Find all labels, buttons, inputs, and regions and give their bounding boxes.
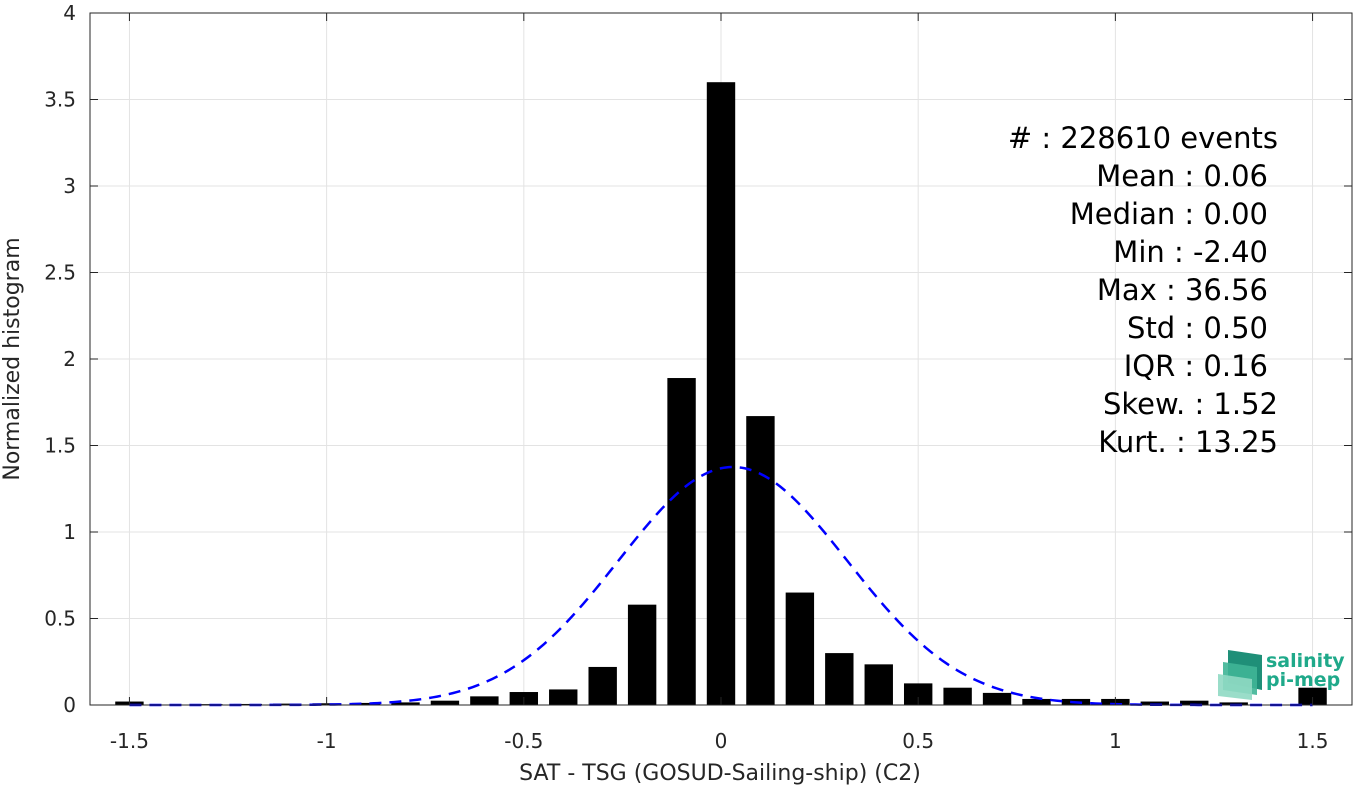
y-tick-label: 0.5: [44, 607, 76, 631]
histogram-bar: [627, 604, 657, 705]
y-tick-label: 2.5: [44, 261, 76, 285]
histogram-bar: [233, 703, 262, 705]
histogram-bar: [943, 687, 972, 705]
y-tick-label: 4: [63, 1, 76, 25]
y-axis-ticks: 0 0.5 1 1.5 2 2.5 3 3.5 4: [44, 1, 1352, 717]
stat-kurt: Kurt. : 13.25: [1098, 425, 1278, 459]
y-tick-label: 1: [63, 520, 76, 544]
salinity-pimep-logo: salinity pi-mep: [1218, 650, 1345, 700]
stat-mean: Mean : 0.06: [1096, 159, 1268, 193]
stat-events: # : 228610 events: [1008, 121, 1278, 155]
histogram-bar: [1298, 687, 1327, 705]
histogram-bar: [391, 702, 420, 705]
histogram-bar: [667, 378, 696, 705]
x-tick-label: -1.5: [110, 729, 149, 753]
histogram-bar: [549, 689, 578, 705]
y-tick-label: 2: [63, 347, 76, 371]
wave-icon: [1218, 650, 1262, 700]
histogram-bar: [272, 703, 302, 705]
x-tick-label: -0.5: [504, 729, 543, 753]
histogram-bar: [1219, 702, 1248, 705]
histogram-bar: [430, 700, 460, 705]
x-tick-label: 1: [1109, 729, 1122, 753]
stats-box: # : 228610 events Mean : 0.06 Median : 0…: [1008, 121, 1278, 459]
stat-min: Min : -2.40: [1113, 235, 1268, 269]
histogram-bar: [351, 702, 381, 705]
histogram-bar: [825, 653, 854, 705]
histogram-bar: [864, 664, 893, 705]
stat-iqr: IQR : 0.16: [1124, 349, 1268, 383]
x-tick-label: 0.5: [902, 729, 934, 753]
histogram-bar: [1180, 700, 1209, 705]
histogram-bar: [785, 592, 815, 705]
y-tick-label: 0: [63, 693, 76, 717]
histogram-bars: [115, 82, 1327, 706]
histogram-bar: [588, 666, 617, 705]
x-tick-label: 1.5: [1297, 729, 1329, 753]
logo-line2: pi-mep: [1266, 669, 1340, 691]
histogram-bar: [470, 696, 499, 705]
histogram-bar: [903, 683, 933, 705]
histogram-bar: [706, 82, 736, 705]
x-axis-label: SAT - TSG (GOSUD-Sailing-ship) (C2): [519, 761, 921, 786]
stat-skew: Skew. : 1.52: [1103, 387, 1278, 421]
histogram-bar: [746, 416, 775, 705]
x-axis-ticks: -1.5 -1 -0.5 0 0.5 1 1.5: [110, 13, 1329, 753]
y-tick-label: 3.5: [44, 88, 76, 112]
y-tick-label: 3: [63, 174, 76, 198]
y-axis-label: Normalized histogram: [0, 237, 25, 480]
logo-line1: salinity: [1266, 650, 1345, 672]
stat-max: Max : 36.56: [1097, 273, 1268, 307]
histogram-bar: [982, 692, 1012, 705]
x-tick-label: 0: [715, 729, 728, 753]
y-tick-label: 1.5: [44, 434, 76, 458]
stat-std: Std : 0.50: [1127, 311, 1268, 345]
stat-median: Median : 0.00: [1070, 197, 1268, 231]
histogram-bar: [1140, 701, 1170, 705]
x-tick-label: -1: [317, 729, 337, 753]
histogram-bar: [1022, 698, 1051, 705]
